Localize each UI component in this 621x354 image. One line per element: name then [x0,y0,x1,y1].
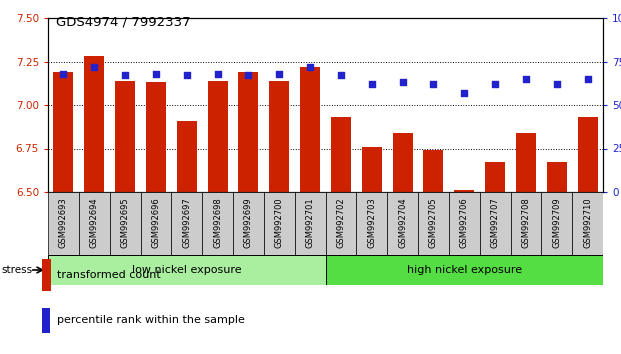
Point [336,73,346,78]
Bar [110,192,140,255]
Point [274,71,284,76]
Point [521,76,531,82]
Text: GSM992707: GSM992707 [491,197,499,248]
Text: GSM992695: GSM992695 [120,197,130,248]
Point [243,73,253,78]
Text: GSM992700: GSM992700 [274,197,284,248]
Text: GSM992706: GSM992706 [460,197,469,248]
Text: GSM992704: GSM992704 [398,197,407,248]
Bar [485,162,505,192]
Bar [84,56,104,192]
Text: low nickel exposure: low nickel exposure [132,265,242,275]
Bar [424,150,443,192]
Point [89,64,99,69]
Point [120,73,130,78]
Bar [572,192,603,255]
Text: GSM992702: GSM992702 [337,197,345,248]
Bar [449,192,479,255]
Bar [387,192,418,255]
Text: high nickel exposure: high nickel exposure [407,265,522,275]
Point [367,81,377,87]
Text: GSM992698: GSM992698 [213,197,222,248]
Text: GSM992699: GSM992699 [244,197,253,248]
Bar [177,121,197,192]
Text: GDS4974 / 7992337: GDS4974 / 7992337 [56,16,191,29]
Bar [331,117,351,192]
Text: GSM992696: GSM992696 [152,197,160,248]
Bar [42,308,50,333]
Bar [356,192,387,255]
Bar [542,192,572,255]
Bar [233,192,264,255]
Bar [295,192,325,255]
Text: GSM992701: GSM992701 [306,197,315,248]
Point [212,71,222,76]
Text: GSM992705: GSM992705 [429,197,438,248]
Bar [510,192,542,255]
Bar [202,192,233,255]
Bar [578,117,597,192]
Point [460,90,469,96]
Bar [300,67,320,192]
Point [151,71,161,76]
Point [428,81,438,87]
Text: GSM992710: GSM992710 [583,197,592,248]
Bar [325,255,603,285]
Bar [42,259,51,291]
Point [58,71,68,76]
Point [182,73,192,78]
Bar [48,192,79,255]
Text: percentile rank within the sample: percentile rank within the sample [57,315,245,325]
Text: GSM992709: GSM992709 [552,197,561,248]
Bar [238,72,258,192]
Text: transformed count: transformed count [57,270,160,280]
Bar [264,192,295,255]
Text: GSM992694: GSM992694 [90,197,99,248]
Point [490,81,500,87]
Bar [270,81,289,192]
Bar [546,162,567,192]
Bar [516,133,536,192]
Bar [115,81,135,192]
Bar [418,192,449,255]
Point [582,76,592,82]
Text: GSM992697: GSM992697 [182,197,191,248]
Text: stress: stress [2,265,33,275]
Point [305,64,315,69]
Bar [171,192,202,255]
Bar [146,82,166,192]
Text: GSM992708: GSM992708 [522,197,530,248]
Bar [361,147,382,192]
Bar [454,190,474,192]
Text: GSM992693: GSM992693 [59,197,68,248]
Bar [479,192,510,255]
Bar [48,255,325,285]
Bar [140,192,171,255]
Bar [392,133,412,192]
Text: GSM992703: GSM992703 [367,197,376,248]
Bar [53,72,73,192]
Point [552,81,562,87]
Bar [207,81,228,192]
Point [397,80,407,85]
Bar [79,192,110,255]
Bar [325,192,356,255]
